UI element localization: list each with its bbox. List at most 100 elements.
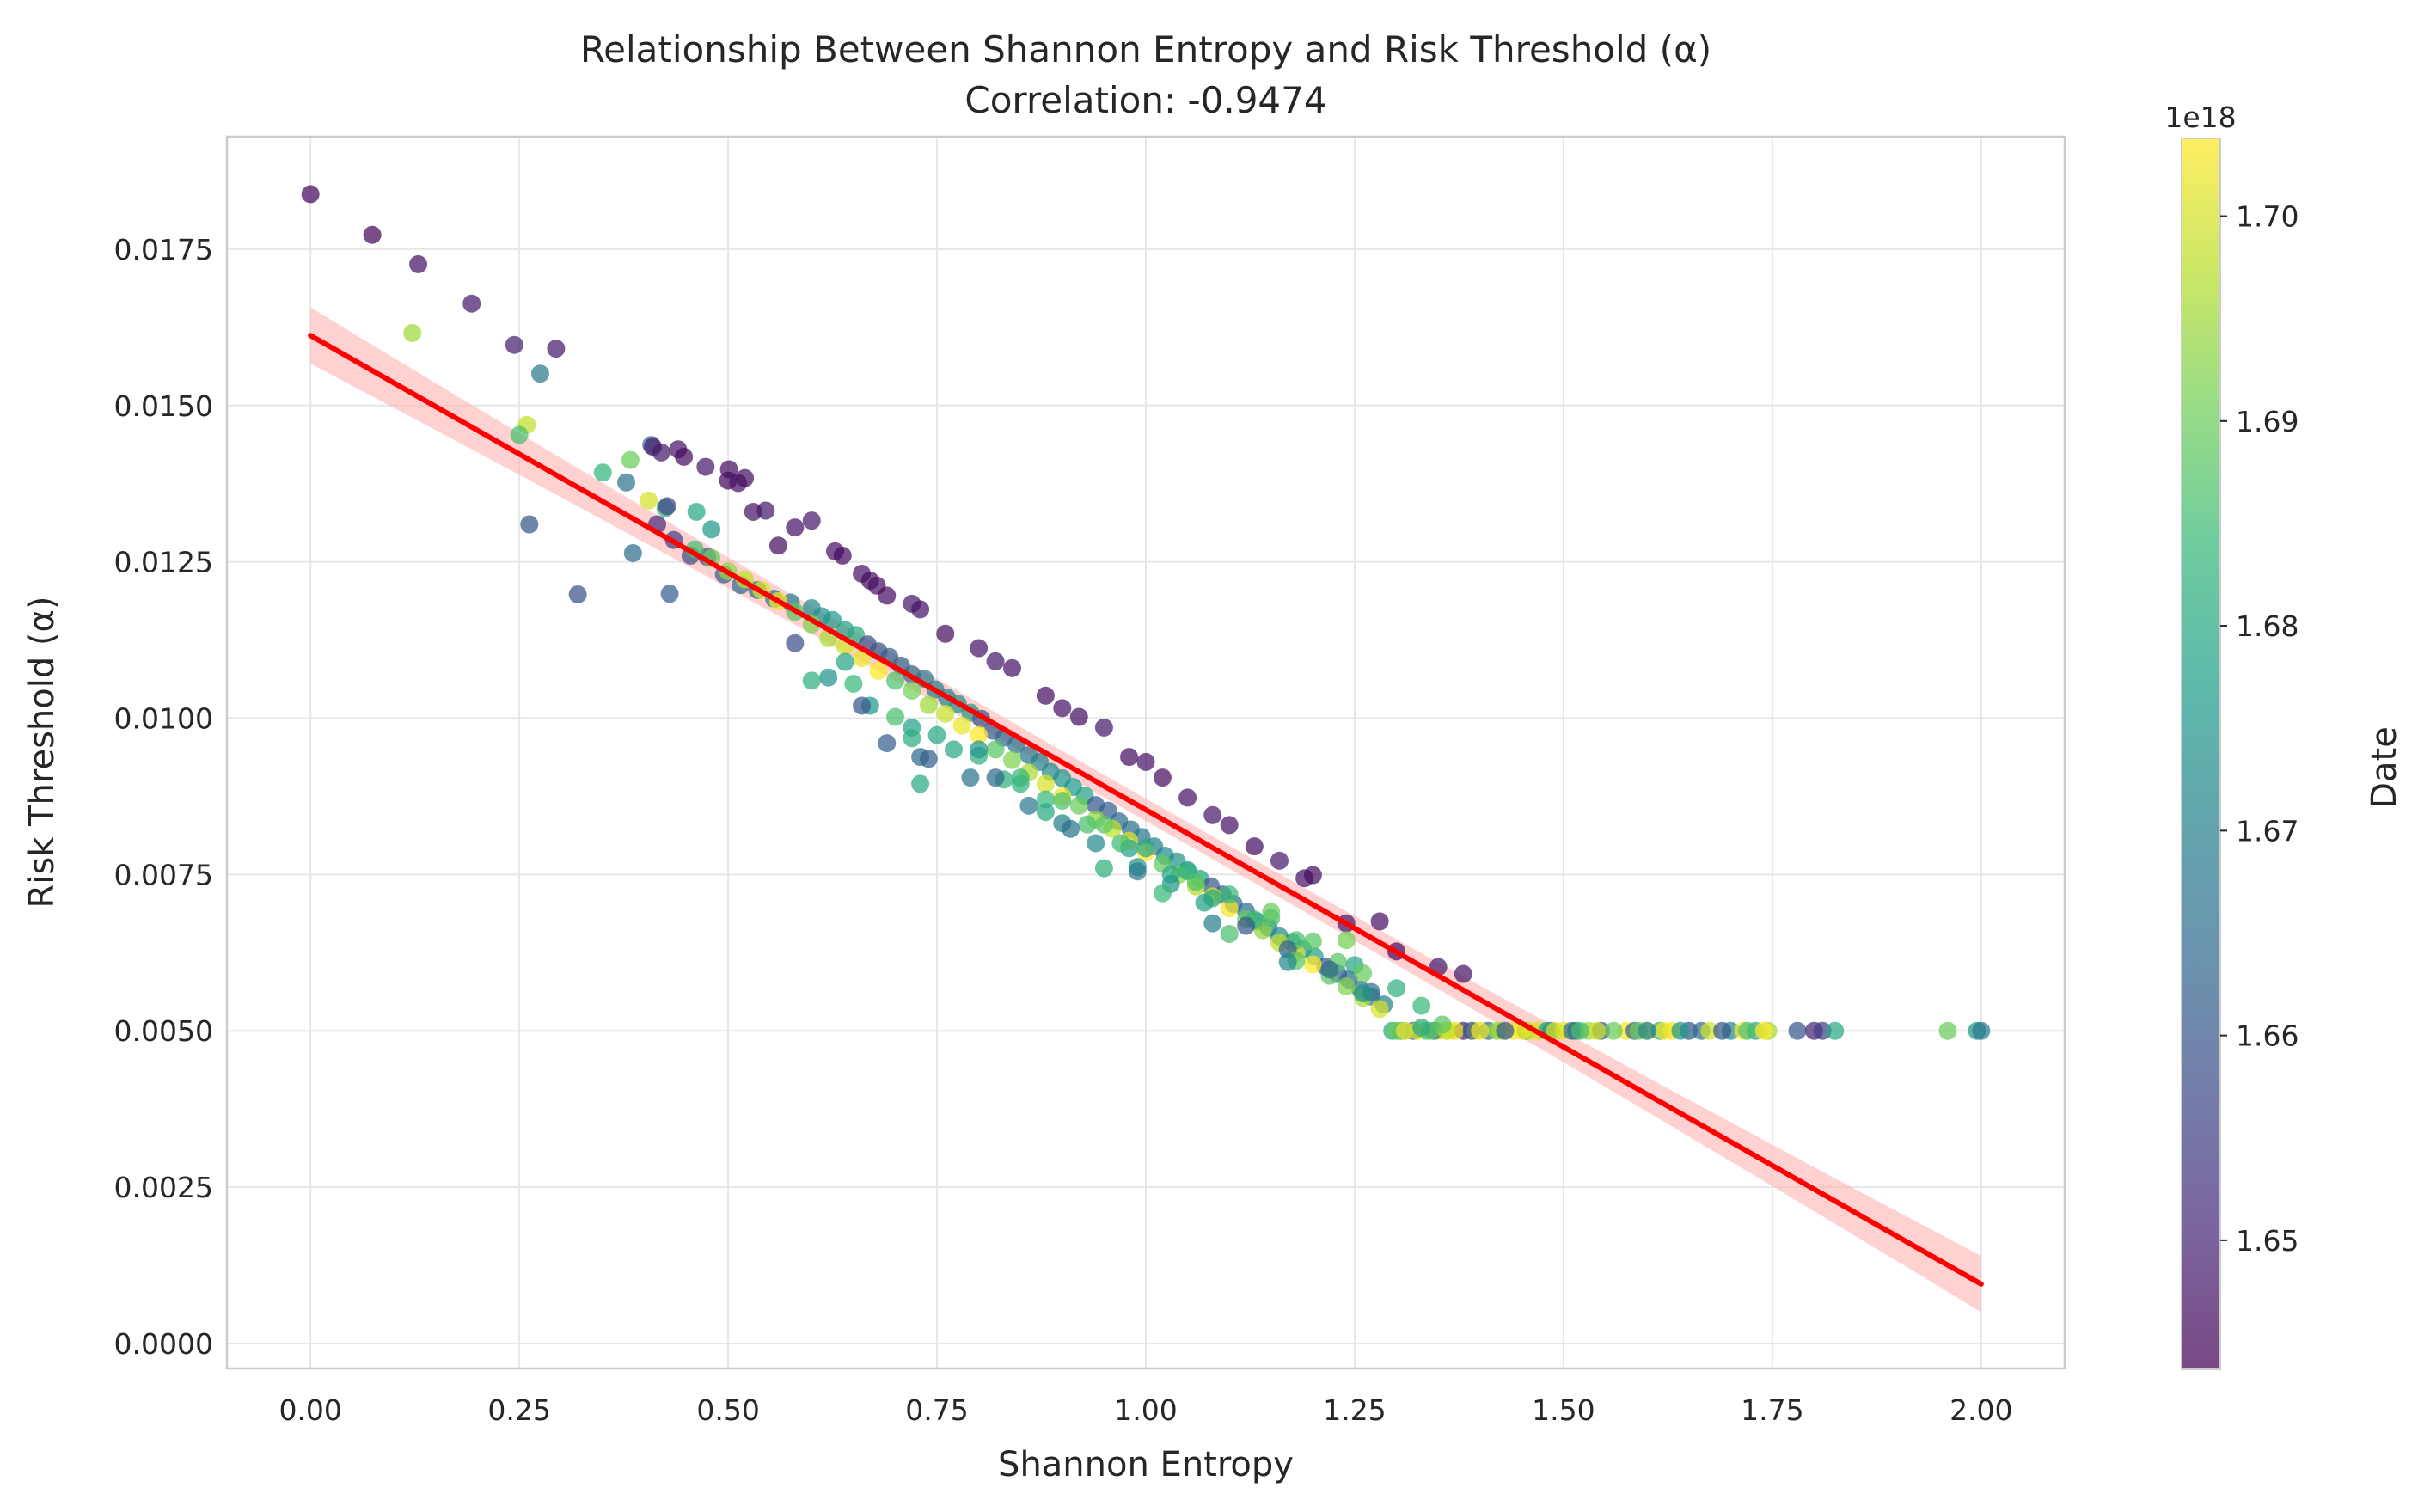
scatter-point <box>1972 1021 1991 1040</box>
scatter-point <box>1655 1021 1674 1040</box>
scatter-point <box>836 652 854 671</box>
scatter-point <box>853 696 872 715</box>
scatter-point <box>885 707 904 726</box>
scatter-point <box>1496 1021 1515 1040</box>
scatter-point <box>1220 885 1239 904</box>
scatter-point <box>1454 964 1472 983</box>
scatter-point <box>1011 774 1030 793</box>
scatter-point <box>462 294 481 313</box>
scatter-point <box>756 501 775 520</box>
colorbar-tick-label: 1.69 <box>2236 405 2299 438</box>
x-axis-label: Shannon Entropy <box>998 1445 1294 1484</box>
scatter-point <box>869 661 888 680</box>
scatter-point <box>911 774 930 793</box>
scatter-point <box>1094 815 1113 834</box>
scatter-point <box>1003 750 1022 769</box>
scatter-point <box>1062 819 1080 838</box>
scatter-point <box>1220 899 1239 918</box>
scatter-point <box>1153 884 1172 903</box>
scatter-point <box>1337 977 1356 996</box>
scatter-point <box>936 624 955 643</box>
scatter-point <box>1788 1021 1807 1040</box>
scatter-point <box>927 725 946 744</box>
x-tick-label: 1.75 <box>1741 1393 1803 1427</box>
x-tick-label: 0.75 <box>905 1393 968 1427</box>
scatter-point <box>593 463 612 482</box>
scatter-point <box>617 473 636 492</box>
scatter-point <box>1387 979 1406 998</box>
scatter-point <box>1700 1021 1719 1040</box>
scatter-point <box>568 585 587 603</box>
y-tick-label: 0.0100 <box>114 701 213 735</box>
scatter-point <box>623 543 642 562</box>
scatter-point <box>1036 686 1055 705</box>
scatter-point <box>903 729 921 748</box>
y-tick-label: 0.0125 <box>114 546 213 579</box>
scatter-point <box>687 502 706 521</box>
scatter-point <box>363 225 382 244</box>
scatter-point <box>1220 924 1239 943</box>
scatter-point <box>986 740 1005 759</box>
scatter-point <box>1128 862 1147 881</box>
scatter-point <box>802 671 821 690</box>
scatter-point <box>1546 1021 1564 1040</box>
scatter-point <box>1354 964 1373 982</box>
scatter-point <box>1036 803 1055 822</box>
scatter-point <box>1120 748 1139 767</box>
scatter-point <box>621 450 640 469</box>
scatter-point <box>660 585 679 603</box>
scatter-point <box>675 447 694 466</box>
scatter-point <box>736 468 755 487</box>
scatter-point <box>1036 774 1055 793</box>
scatter-point <box>1412 996 1431 1015</box>
chart-subtitle: Correlation: -0.9474 <box>964 79 1326 121</box>
scatter-point <box>1570 1021 1589 1040</box>
scatter-point <box>1433 1015 1452 1034</box>
y-tick-label: 0.0050 <box>114 1014 213 1048</box>
colorbar-label: Date <box>2365 726 2404 809</box>
colorbar-tick-label: 1.66 <box>2236 1019 2299 1053</box>
x-tick-label: 0.25 <box>487 1393 550 1427</box>
scatter-point <box>1713 1021 1732 1040</box>
scatter-point <box>1303 866 1322 885</box>
colorbar <box>2181 138 2221 1370</box>
colorbar-tick-label: 1.68 <box>2236 609 2299 643</box>
regression-line-layer <box>308 333 1984 1287</box>
scatter-point <box>1053 699 1072 718</box>
scatter-point <box>719 460 738 479</box>
scatter-point <box>1395 1021 1414 1040</box>
scatter-point <box>696 457 715 476</box>
scatter-point <box>1078 815 1097 834</box>
scatter-point <box>1203 805 1222 824</box>
scatter-point <box>1220 816 1239 835</box>
scatter-point <box>768 536 787 555</box>
scatter-point <box>1019 796 1038 815</box>
scatter-point <box>986 768 1005 787</box>
scatter-point <box>520 515 539 534</box>
x-tick-label: 1.25 <box>1323 1393 1386 1427</box>
scatter-point <box>952 716 971 735</box>
scatter-point <box>1938 1021 1957 1040</box>
scatter-point <box>878 586 897 605</box>
scatter-point <box>1412 1019 1431 1038</box>
x-tick-label: 0.50 <box>696 1393 759 1427</box>
y-tick-label: 0.0025 <box>114 1171 213 1204</box>
scatter-point <box>1136 839 1155 858</box>
scatter-point <box>786 518 805 537</box>
scatter-point <box>802 511 821 530</box>
scatter-point <box>936 704 955 723</box>
scatter-point <box>903 681 921 700</box>
y-axis-label: Risk Threshold (α) <box>22 596 62 908</box>
plot-frame <box>225 135 2066 1370</box>
scatter-point <box>1278 952 1297 971</box>
scatter-point <box>833 546 852 565</box>
scatter-point <box>1370 912 1389 931</box>
scatter-point <box>1813 1021 1832 1040</box>
scatter-point <box>1178 788 1197 807</box>
scatter-point <box>1671 1021 1690 1040</box>
scatter-point <box>1195 893 1214 912</box>
scatter-point <box>640 491 658 510</box>
scatter-point <box>1003 658 1022 677</box>
